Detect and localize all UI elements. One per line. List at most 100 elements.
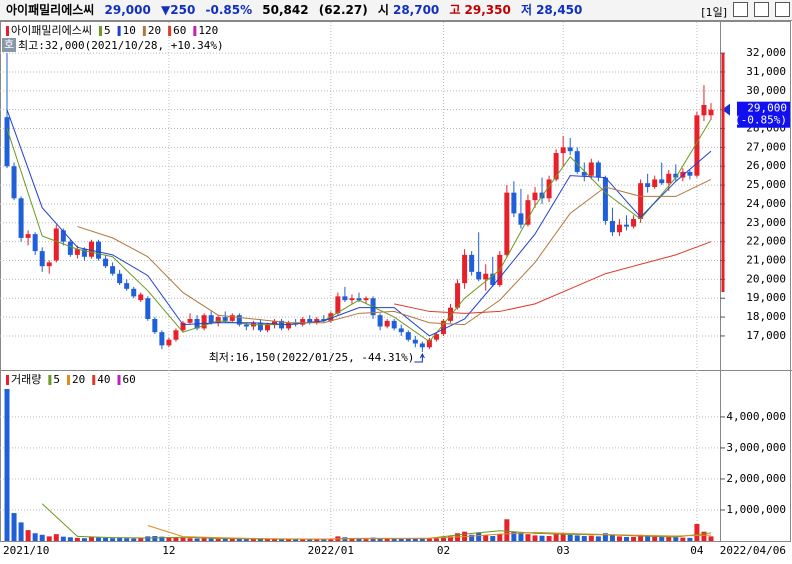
volume-bar bbox=[532, 535, 538, 541]
volume-bar bbox=[560, 532, 566, 541]
y-tick-label: 20,000 bbox=[746, 272, 786, 285]
candle-body bbox=[264, 324, 270, 331]
legend-label: 20 bbox=[148, 24, 161, 37]
volume-bar bbox=[405, 538, 411, 541]
high: 29,350 bbox=[464, 3, 511, 17]
close[interactable] bbox=[775, 2, 790, 17]
volume-bar bbox=[384, 538, 390, 541]
price: 29,000 bbox=[104, 3, 151, 17]
x-tick-label: 12 bbox=[162, 544, 175, 557]
y-tick-label: 18,000 bbox=[746, 310, 786, 323]
candle-body bbox=[4, 117, 10, 167]
y-tick-label: 22,000 bbox=[746, 235, 786, 248]
candle-body bbox=[595, 162, 601, 178]
volume-bar bbox=[180, 537, 186, 541]
legend-swatch bbox=[6, 375, 9, 385]
volume-bar bbox=[39, 534, 45, 541]
volume-bar bbox=[483, 535, 489, 541]
minimize[interactable] bbox=[733, 2, 748, 17]
legend-label: 10 bbox=[123, 24, 136, 37]
volume-bar bbox=[293, 539, 299, 541]
min-arrow bbox=[414, 352, 425, 363]
candle-body bbox=[307, 318, 313, 323]
candle-body bbox=[96, 241, 102, 259]
chart: 17,000 18,000 19,000 20,000 21,000 22,000 23,0… bbox=[0, 21, 792, 557]
volume-bar bbox=[490, 536, 496, 541]
volume-bar bbox=[652, 536, 658, 541]
candle-body bbox=[652, 179, 658, 187]
volume-bar bbox=[659, 536, 665, 541]
candle-body bbox=[342, 296, 348, 301]
y-tick-label: 17,000 bbox=[746, 329, 786, 342]
volume-bar bbox=[300, 539, 306, 541]
legend-swatch bbox=[67, 375, 70, 385]
legend-swatch bbox=[193, 26, 197, 36]
candle-body bbox=[426, 339, 432, 348]
candle-body bbox=[455, 283, 461, 308]
candle-body bbox=[124, 283, 130, 289]
y-tick-label: 3,000,000 bbox=[726, 441, 786, 454]
candle-body bbox=[560, 147, 566, 154]
volume-bar bbox=[363, 539, 369, 541]
volume-bar bbox=[208, 538, 214, 541]
volume-bar bbox=[279, 539, 285, 541]
candle-body bbox=[469, 254, 475, 272]
moving-average bbox=[147, 525, 712, 540]
volume-bar bbox=[708, 536, 714, 541]
volume-bar bbox=[433, 538, 439, 541]
legend-label: 60 bbox=[173, 24, 186, 37]
legend-label: 120 bbox=[198, 24, 218, 37]
volume-bar bbox=[110, 538, 116, 541]
volume-bar bbox=[222, 538, 228, 541]
volume-bar bbox=[574, 535, 580, 541]
volume-bar bbox=[419, 537, 425, 541]
y-tick-label: 30,000 bbox=[746, 84, 786, 97]
volume-bar bbox=[286, 539, 292, 541]
volume-bar bbox=[469, 534, 475, 541]
volume-bar bbox=[581, 536, 587, 541]
volume-bar bbox=[314, 539, 320, 541]
volume-bar bbox=[694, 523, 700, 541]
volume-bar bbox=[152, 536, 158, 541]
volume-bar bbox=[553, 534, 559, 541]
period[interactable]: [1일] bbox=[701, 6, 727, 19]
moving-average bbox=[394, 241, 712, 314]
legend-swatch bbox=[117, 375, 121, 385]
volume-bar bbox=[131, 538, 137, 541]
candle-body bbox=[11, 166, 17, 199]
candle-body bbox=[229, 315, 235, 321]
price-tag-box bbox=[737, 101, 790, 128]
volume: 50,842 bbox=[262, 3, 309, 17]
candle-body bbox=[243, 324, 249, 327]
volume-bar bbox=[124, 538, 130, 541]
change-rate: -0.85% bbox=[205, 3, 253, 17]
candle-body bbox=[25, 234, 31, 238]
volume-bar bbox=[11, 513, 17, 541]
volume-bar bbox=[624, 536, 630, 541]
open-label: 시 bbox=[377, 3, 389, 17]
tag-box bbox=[2, 38, 16, 52]
legend-swatch bbox=[6, 26, 9, 36]
volume-bar bbox=[638, 534, 644, 541]
x-tick-label: 04 bbox=[690, 544, 704, 557]
y-tick-label: 4,000,000 bbox=[726, 410, 786, 423]
y-tick-label: 32,000 bbox=[746, 46, 786, 59]
volume-bar bbox=[173, 537, 179, 541]
window-buttons: [1일] bbox=[695, 2, 790, 23]
max-label: 최고:32,000(2021/10/28, +10.34%) bbox=[18, 39, 224, 52]
candle-body bbox=[405, 332, 411, 340]
price-tag: 29,000 bbox=[747, 102, 787, 115]
candle-body bbox=[645, 183, 651, 187]
candle-body bbox=[131, 288, 137, 297]
maximize[interactable] bbox=[754, 2, 769, 17]
candle-body bbox=[53, 228, 59, 261]
volume-bar bbox=[504, 519, 510, 541]
volume-bar bbox=[229, 538, 235, 541]
volume-bar bbox=[307, 539, 313, 541]
moving-average bbox=[41, 503, 712, 540]
volume-bar bbox=[673, 537, 679, 541]
candle-body bbox=[272, 320, 278, 325]
candle-body bbox=[384, 320, 390, 327]
legend-swatch bbox=[48, 375, 52, 385]
moving-average bbox=[6, 109, 712, 337]
